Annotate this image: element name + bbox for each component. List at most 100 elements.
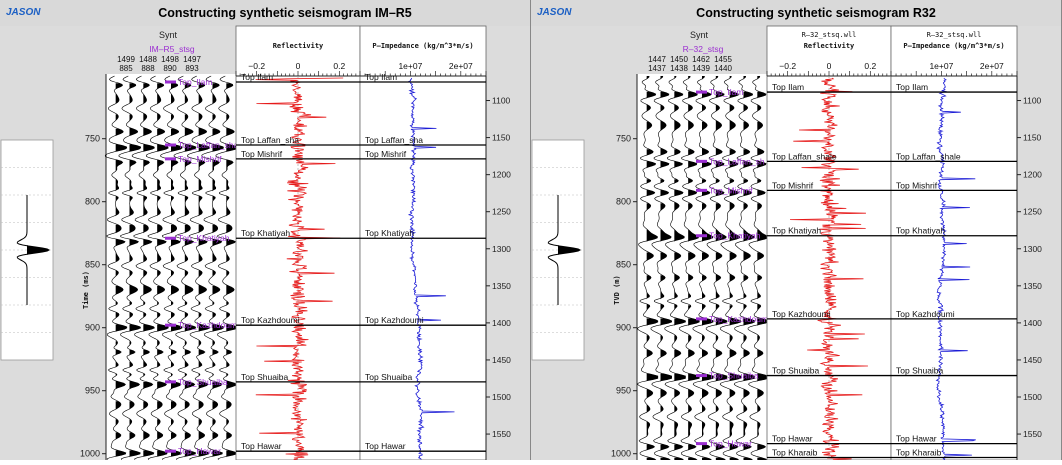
reflectivity-log [255, 77, 344, 460]
horizon-label-reflectivity: Top Laffan_shale [772, 151, 837, 161]
seismic-trace [637, 75, 659, 461]
reflectivity-tick-label: 0 [296, 61, 301, 71]
seismic-trace [678, 75, 700, 461]
impedance-track [359, 25, 487, 461]
time-tick-label: 900 [85, 323, 100, 333]
time-tick-label: 1000 [611, 449, 631, 459]
time-axis-label: Time (ms) [82, 271, 90, 309]
depth-tick-label: 1350 [1023, 281, 1042, 291]
time-tick-label: 800 [616, 197, 631, 207]
horizon-label-impedance: Top Kazhdoumi [896, 309, 955, 319]
jason-logo: JASON [537, 7, 572, 18]
horizon-label-impedance: Top Khatiyah [365, 228, 414, 238]
time-tick-label: 750 [85, 134, 100, 144]
horizon-label-impedance: Top Ilam [365, 72, 397, 82]
time-tick-label: 950 [85, 386, 100, 396]
horizon-label-impedance: Top Mishrif [896, 180, 938, 190]
depth-tick-label: 1150 [492, 133, 511, 143]
wavelet-fill [27, 236, 49, 264]
reflectivity-header-top: R–32_stsq.wll [802, 31, 857, 39]
depth-tick-label: 1100 [492, 96, 511, 106]
seismic-trace [705, 75, 728, 461]
depth-tick-label: 1150 [1023, 133, 1042, 143]
synthetic-background [637, 74, 767, 460]
depth-tick-label: 1450 [1023, 355, 1042, 365]
seismic-trace [160, 75, 183, 461]
reflectivity-tick-label: 0.2 [333, 61, 345, 71]
seismic-trace [664, 75, 686, 461]
time-tick-label: 900 [616, 323, 631, 333]
depth-tick-label: 1450 [492, 355, 511, 365]
horizon-marker-label: Top_Hawar [178, 446, 221, 456]
time-tick-label: 1000 [80, 449, 100, 459]
horizon-label-impedance: Top Shuaiba [896, 366, 944, 376]
seismic-trace [131, 75, 155, 461]
horizon-label-impedance: Top Hawar [896, 434, 937, 444]
horizon-label-impedance: Top Laffan_shale [896, 151, 961, 161]
time-axis-label: TVD (m) [613, 275, 621, 305]
depth-tick-label: 1300 [1023, 244, 1042, 254]
time-tick-label: 950 [616, 386, 631, 396]
jason-logo: JASON [6, 7, 41, 18]
trace-label: IM–R5_stsg [149, 44, 195, 54]
depth-tick-label: 1500 [492, 392, 511, 402]
reflectivity-tick-label: −0.2 [248, 61, 265, 71]
trace-id-top: 1499 [117, 55, 135, 64]
depth-tick-label: 1100 [1023, 96, 1042, 106]
horizon-marker-label: Top_Kazhdoumi [178, 320, 239, 330]
trace-id-top: 1498 [161, 55, 179, 64]
trace-id-top: 1497 [183, 55, 201, 64]
depth-tick-label: 1350 [492, 281, 511, 291]
depth-tick-label: 1400 [1023, 318, 1042, 328]
horizon-marker-label: Top_Mishrif [709, 185, 753, 195]
seismic-trace [747, 75, 769, 461]
seismic-trace [692, 75, 714, 461]
horizon-label-reflectivity: Top Khatiyah [241, 228, 290, 238]
horizon-label-reflectivity: Top Mishrif [241, 149, 283, 159]
horizon-label-impedance: Top Hawar [365, 441, 406, 451]
horizon-label-reflectivity: Top Khatiyah [772, 226, 821, 236]
horizon-label-reflectivity: Top Mishrif [772, 180, 814, 190]
horizon-label-reflectivity: Top Shuaiba [772, 366, 820, 376]
wavelet-curve [547, 195, 582, 305]
horizon-label-reflectivity: Top Laffan_sha [241, 135, 299, 145]
title-bar [531, 0, 1062, 26]
horizon-label-reflectivity: Top Shuaiba [241, 372, 289, 382]
seismic-trace [104, 75, 128, 461]
trace-id-bottom: 888 [141, 64, 155, 73]
horizon-marker-label: Top_Hawar [709, 439, 752, 449]
horizon-label-reflectivity: Top Kazhdoumi [241, 315, 300, 325]
reflectivity-header: Reflectivity [273, 42, 324, 50]
time-tick-label: 850 [616, 260, 631, 270]
horizon-label-reflectivity: Top Hawar [772, 434, 813, 444]
impedance-header: P–Impedance (kg/m^3*m/s) [903, 42, 1004, 50]
seismic-trace [145, 75, 169, 461]
trace-id-bottom: 890 [163, 64, 177, 73]
trace-label: R–32_stsg [683, 44, 724, 54]
horizon-label-impedance: Top Ilam [896, 82, 928, 92]
horizon-label-impedance: Top Kharaib [896, 447, 942, 457]
seismic-trace [650, 75, 672, 461]
seismic-trace [215, 75, 238, 461]
synt-header: Synt [159, 30, 178, 40]
horizon-marker-label: Top_Khatiyah [178, 233, 230, 243]
seismic-trace [187, 75, 211, 461]
seismic-trace [173, 75, 197, 461]
horizon-label-impedance: Top Mishrif [365, 149, 407, 159]
depth-tick-label: 1250 [1023, 207, 1042, 217]
trace-id-top: 1488 [139, 55, 157, 64]
trace-id-top: 1450 [670, 55, 688, 64]
trace-id-top: 1447 [648, 55, 666, 64]
horizon-label-reflectivity: Top Kharaib [772, 447, 818, 457]
reflectivity-log [790, 77, 868, 460]
horizon-marker-label: Top_Laffan_sha [178, 140, 239, 150]
trace-id-top: 1455 [714, 55, 732, 64]
chart-title: Constructing synthetic seismogram IM–R5 [158, 6, 412, 20]
impedance-header: P–Impedance (kg/m^3*m/s) [372, 42, 473, 50]
horizon-label-reflectivity: Top Kazhdoumi [772, 309, 831, 319]
depth-tick-label: 1300 [492, 244, 511, 254]
reflectivity-header: Reflectivity [804, 42, 855, 50]
seismic-trace [118, 75, 142, 461]
synt-header: Synt [690, 30, 709, 40]
horizon-marker-label: Top_Shuaiba [709, 371, 759, 381]
